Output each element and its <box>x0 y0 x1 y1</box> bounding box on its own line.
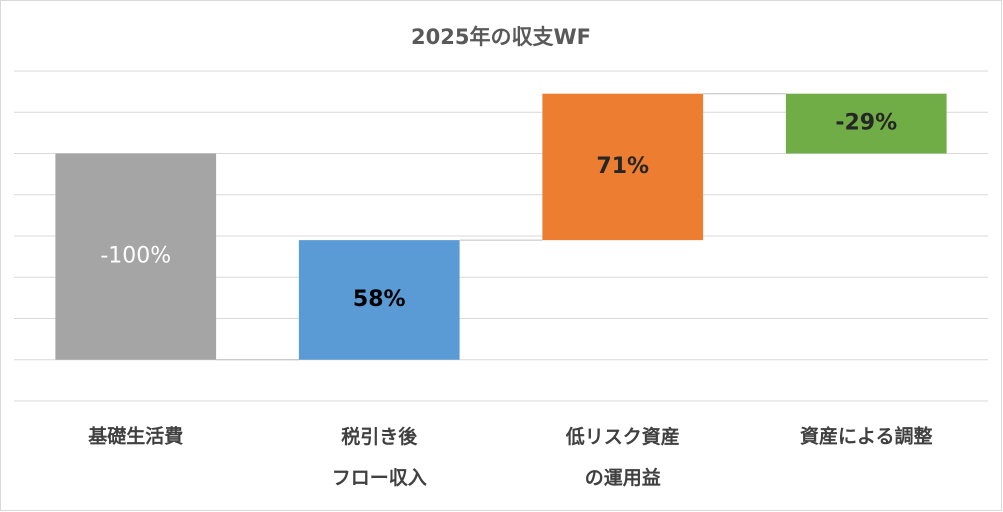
x-tick-label: 低リスク資産の運用益 <box>565 425 680 489</box>
data-label: -100% <box>100 244 171 269</box>
data-label: -29% <box>835 111 897 136</box>
data-label: 58% <box>353 287 406 312</box>
chart-title: 2025年の収支WF <box>411 25 591 49</box>
bar <box>785 93 947 154</box>
x-tick-label: 税引き後フロー収入 <box>332 425 427 489</box>
bar <box>542 93 704 241</box>
bar <box>55 153 217 360</box>
x-tick-label: 資産による調整 <box>800 425 932 448</box>
x-tick-label: 基礎生活費 <box>87 425 183 448</box>
bar <box>298 240 460 360</box>
data-label: 71% <box>596 154 649 179</box>
